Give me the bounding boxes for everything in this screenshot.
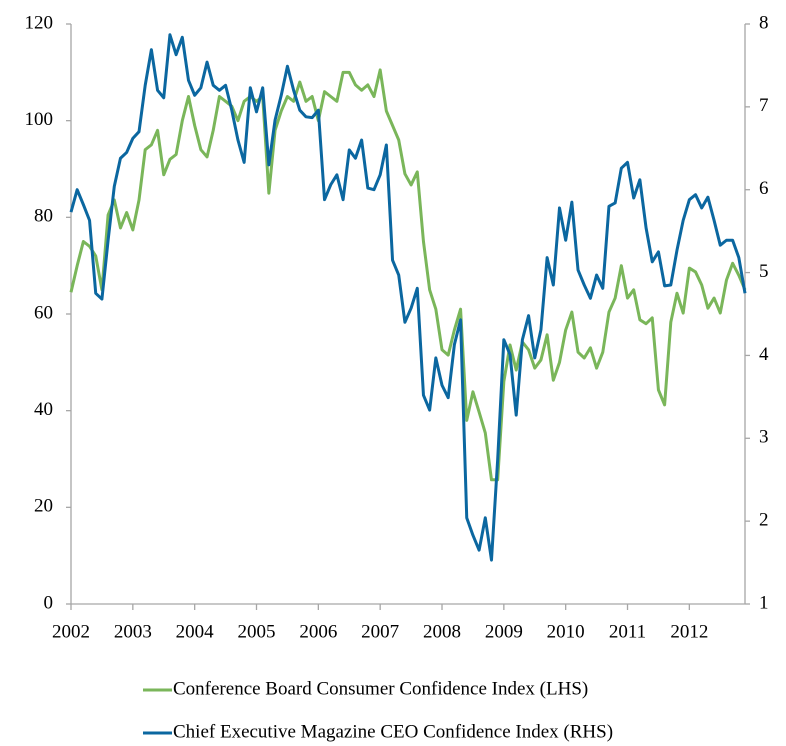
x-tick-label: 2006 xyxy=(299,621,337,642)
x-tick-label: 2002 xyxy=(52,621,90,642)
x-tick-label: 2012 xyxy=(670,621,708,642)
x-tick-label: 2003 xyxy=(114,621,152,642)
y2-tick-label: 5 xyxy=(759,261,769,282)
series-line xyxy=(69,68,747,482)
x-tick-label: 2007 xyxy=(361,621,399,642)
x-tick-label: 2004 xyxy=(176,621,215,642)
x-tick-label: 2005 xyxy=(238,621,276,642)
series-line xyxy=(69,33,747,562)
legend-label: Conference Board Consumer Confidence Ind… xyxy=(173,678,588,699)
y-tick-label: 20 xyxy=(34,496,53,517)
y-tick-label: 0 xyxy=(44,592,54,613)
y-tick-label: 100 xyxy=(25,109,54,130)
y2-tick-label: 1 xyxy=(759,592,769,613)
y2-tick-label: 8 xyxy=(759,12,769,33)
x-tick-label: 2010 xyxy=(547,621,585,642)
x-tick-label: 2009 xyxy=(485,621,523,642)
y-tick-label: 40 xyxy=(34,399,53,420)
y-tick-label: 60 xyxy=(34,302,53,323)
legend-label: Chief Executive Magazine CEO Confidence … xyxy=(173,721,613,742)
y-tick-label: 80 xyxy=(34,206,53,227)
x-tick-label: 2011 xyxy=(609,621,646,642)
y-tick-label: 120 xyxy=(25,12,54,33)
y2-tick-label: 4 xyxy=(759,344,769,365)
y2-tick-label: 6 xyxy=(759,178,769,199)
x-tick-label: 2008 xyxy=(423,621,461,642)
y2-tick-label: 3 xyxy=(759,427,769,448)
y2-tick-label: 2 xyxy=(759,510,769,531)
y2-tick-label: 7 xyxy=(759,95,769,116)
